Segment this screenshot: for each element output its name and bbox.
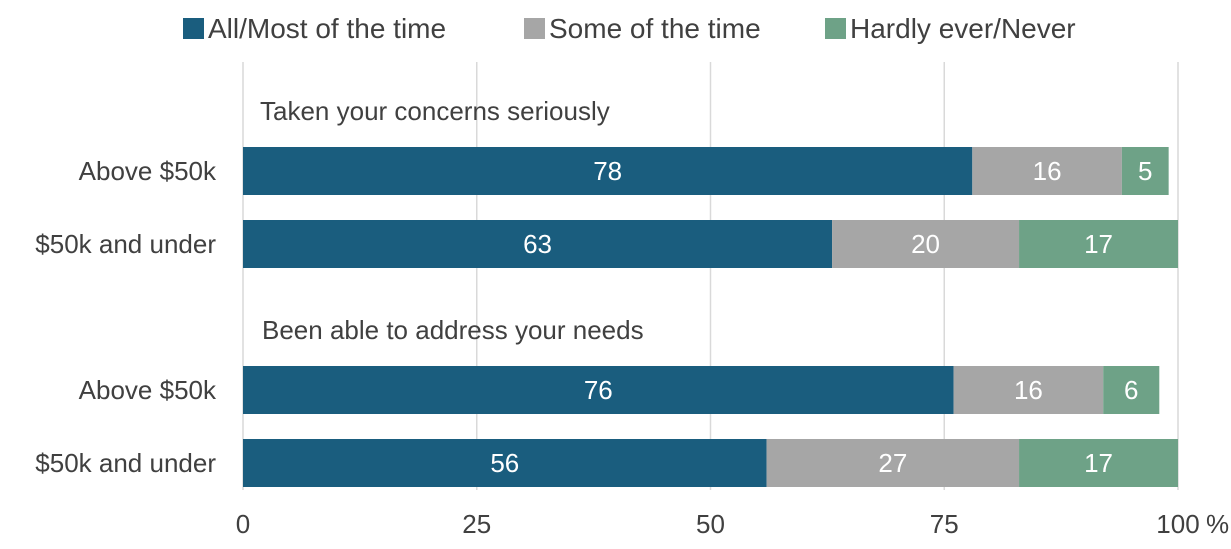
bar-value-label-1-0-2: 6 bbox=[1124, 375, 1138, 405]
bar-segment-0-0-2 bbox=[1121, 147, 1169, 195]
legend-item-1: Some of the time bbox=[524, 13, 761, 44]
bar-segment-0-1-0 bbox=[243, 220, 833, 268]
bar-segment-0-1-1 bbox=[832, 220, 1020, 268]
bars: 78 16 5 63 20 17 76 16 6 56 27 17 bbox=[243, 147, 1178, 487]
legend-swatch-1 bbox=[524, 18, 545, 39]
group-label-0: Taken your concerns seriously bbox=[260, 96, 610, 126]
bar-value-label-1-1-1: 27 bbox=[878, 448, 907, 478]
bar-value-label-1-1-2: 17 bbox=[1084, 448, 1113, 478]
legend-item-2: Hardly ever/Never bbox=[825, 13, 1076, 44]
x-tick-label-0: 0 bbox=[236, 509, 250, 539]
bar-value-label-1-0-0: 76 bbox=[584, 375, 613, 405]
bar-segment-1-0-0 bbox=[243, 366, 954, 414]
x-axis-unit: % bbox=[1206, 509, 1229, 539]
bar-value-label-0-1-2: 17 bbox=[1084, 229, 1113, 259]
bar-value-label-0-1-1: 20 bbox=[911, 229, 940, 259]
category-label-1-1: $50k and under bbox=[35, 448, 216, 478]
bar-value-label-0-0-1: 16 bbox=[1033, 156, 1062, 186]
legend-label-1: Some of the time bbox=[549, 13, 761, 44]
legend-label-0: All/Most of the time bbox=[208, 13, 446, 44]
bar-value-label-0-0-0: 78 bbox=[593, 156, 622, 186]
legend-swatch-0 bbox=[183, 18, 204, 39]
category-labels: Above $50k $50k and under Above $50k $50k a… bbox=[35, 156, 217, 478]
bar-segment-1-1-1 bbox=[766, 439, 1020, 487]
legend-label-2: Hardly ever/Never bbox=[850, 13, 1076, 44]
category-label-0-1: $50k and under bbox=[35, 229, 216, 259]
bar-value-label-1-1-0: 56 bbox=[490, 448, 519, 478]
bar-segment-0-1-2 bbox=[1019, 220, 1178, 268]
x-axis: 0 25 50 75 100% bbox=[236, 509, 1229, 539]
bar-value-label-1-0-1: 16 bbox=[1014, 375, 1043, 405]
gridlines bbox=[242, 62, 1179, 490]
legend-swatch-2 bbox=[825, 18, 846, 39]
x-tick-label-3: 75 bbox=[930, 509, 959, 539]
legend: All/Most of the time Some of the time Hard… bbox=[183, 13, 1076, 44]
bar-value-label-0-0-2: 5 bbox=[1138, 156, 1152, 186]
group-label-1: Been able to address your needs bbox=[262, 315, 644, 345]
category-label-0-0: Above $50k bbox=[79, 156, 217, 186]
bar-value-label-0-1-0: 63 bbox=[523, 229, 552, 259]
bar-segment-1-1-2 bbox=[1019, 439, 1178, 487]
bar-segment-1-0-1 bbox=[953, 366, 1104, 414]
bar-segment-1-1-0 bbox=[243, 439, 767, 487]
bar-segment-0-0-0 bbox=[243, 147, 973, 195]
x-tick-label-1: 25 bbox=[462, 509, 491, 539]
legend-item-0: All/Most of the time bbox=[183, 13, 446, 44]
x-tick-label-4: 100 bbox=[1156, 509, 1199, 539]
category-label-1-0: Above $50k bbox=[79, 375, 217, 405]
bar-segment-0-0-1 bbox=[972, 147, 1122, 195]
group-labels: Taken your concerns seriously Been able t… bbox=[260, 96, 644, 345]
x-tick-label-2: 50 bbox=[696, 509, 725, 539]
bar-segment-1-0-2 bbox=[1103, 366, 1160, 414]
